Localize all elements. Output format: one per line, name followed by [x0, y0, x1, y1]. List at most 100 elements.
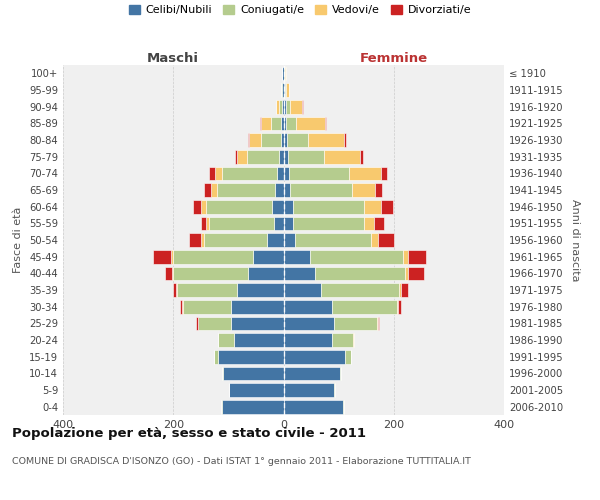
Bar	[214, 350, 218, 364]
Bar	[380, 166, 387, 180]
Bar	[222, 366, 223, 380]
Bar	[284, 100, 286, 114]
Bar	[398, 300, 401, 314]
Bar	[177, 283, 236, 297]
Bar	[171, 250, 173, 264]
Bar	[204, 183, 211, 197]
Bar	[295, 233, 371, 247]
Bar	[277, 100, 279, 114]
Bar	[203, 233, 267, 247]
Bar	[408, 250, 426, 264]
Bar	[352, 183, 375, 197]
Bar	[231, 300, 284, 314]
Bar	[235, 150, 237, 164]
Bar	[196, 316, 197, 330]
Bar	[176, 283, 177, 297]
Bar	[260, 116, 262, 130]
Bar	[223, 366, 284, 380]
Bar	[284, 200, 293, 213]
Bar	[284, 333, 332, 347]
Bar	[231, 316, 284, 330]
Bar	[345, 350, 351, 364]
Bar	[401, 283, 408, 297]
Bar	[172, 266, 173, 280]
Bar	[248, 266, 284, 280]
Bar	[279, 100, 282, 114]
Bar	[408, 266, 424, 280]
Bar	[279, 150, 284, 164]
Bar	[247, 150, 279, 164]
Text: COMUNE DI GRADISCA D'ISONZO (GO) - Dati ISTAT 1° gennaio 2011 - Elaborazione TUT: COMUNE DI GRADISCA D'ISONZO (GO) - Dati …	[12, 458, 471, 466]
Y-axis label: Fasce di età: Fasce di età	[13, 207, 23, 273]
Bar	[275, 183, 284, 197]
Bar	[236, 283, 284, 297]
Bar	[364, 200, 380, 213]
Bar	[334, 316, 377, 330]
Bar	[262, 116, 271, 130]
Bar	[374, 216, 384, 230]
Bar	[397, 300, 398, 314]
Bar	[206, 200, 272, 213]
Bar	[222, 166, 277, 180]
Text: Femmine: Femmine	[359, 52, 428, 65]
Bar	[316, 266, 405, 280]
Text: Popolazione per età, sesso e stato civile - 2011: Popolazione per età, sesso e stato civil…	[12, 428, 366, 440]
Bar	[217, 183, 275, 197]
Bar	[310, 250, 403, 264]
Bar	[284, 166, 289, 180]
Bar	[262, 133, 281, 147]
Bar	[274, 216, 284, 230]
Text: Maschi: Maschi	[147, 52, 199, 65]
Bar	[332, 333, 353, 347]
Bar	[209, 166, 215, 180]
Bar	[234, 333, 284, 347]
Bar	[293, 216, 364, 230]
Bar	[405, 266, 408, 280]
Bar	[286, 83, 289, 97]
Bar	[284, 250, 310, 264]
Bar	[284, 116, 286, 130]
Bar	[229, 383, 284, 397]
Bar	[332, 300, 397, 314]
Bar	[344, 133, 346, 147]
Bar	[375, 183, 382, 197]
Bar	[308, 133, 344, 147]
Bar	[284, 216, 293, 230]
Bar	[349, 166, 380, 180]
Bar	[290, 183, 352, 197]
Bar	[286, 116, 296, 130]
Bar	[267, 233, 284, 247]
Bar	[281, 116, 284, 130]
Bar	[206, 216, 209, 230]
Bar	[284, 400, 343, 413]
Bar	[281, 133, 284, 147]
Bar	[378, 316, 379, 330]
Bar	[277, 166, 284, 180]
Bar	[272, 200, 284, 213]
Bar	[253, 250, 284, 264]
Bar	[281, 83, 283, 97]
Bar	[380, 200, 392, 213]
Bar	[193, 200, 201, 213]
Bar	[284, 233, 295, 247]
Bar	[286, 100, 290, 114]
Bar	[379, 233, 394, 247]
Bar	[289, 166, 349, 180]
Bar	[296, 116, 325, 130]
Bar	[364, 216, 374, 230]
Bar	[284, 350, 345, 364]
Bar	[173, 266, 248, 280]
Bar	[284, 183, 290, 197]
Bar	[173, 250, 253, 264]
Legend: Celibi/Nubili, Coniugati/e, Vedovi/e, Divorziati/e: Celibi/Nubili, Coniugati/e, Vedovi/e, Di…	[124, 0, 476, 20]
Bar	[284, 283, 321, 297]
Bar	[324, 150, 359, 164]
Bar	[371, 233, 379, 247]
Bar	[173, 283, 176, 297]
Bar	[154, 250, 171, 264]
Bar	[283, 66, 284, 80]
Bar	[271, 116, 281, 130]
Bar	[248, 133, 250, 147]
Bar	[284, 316, 334, 330]
Bar	[290, 100, 302, 114]
